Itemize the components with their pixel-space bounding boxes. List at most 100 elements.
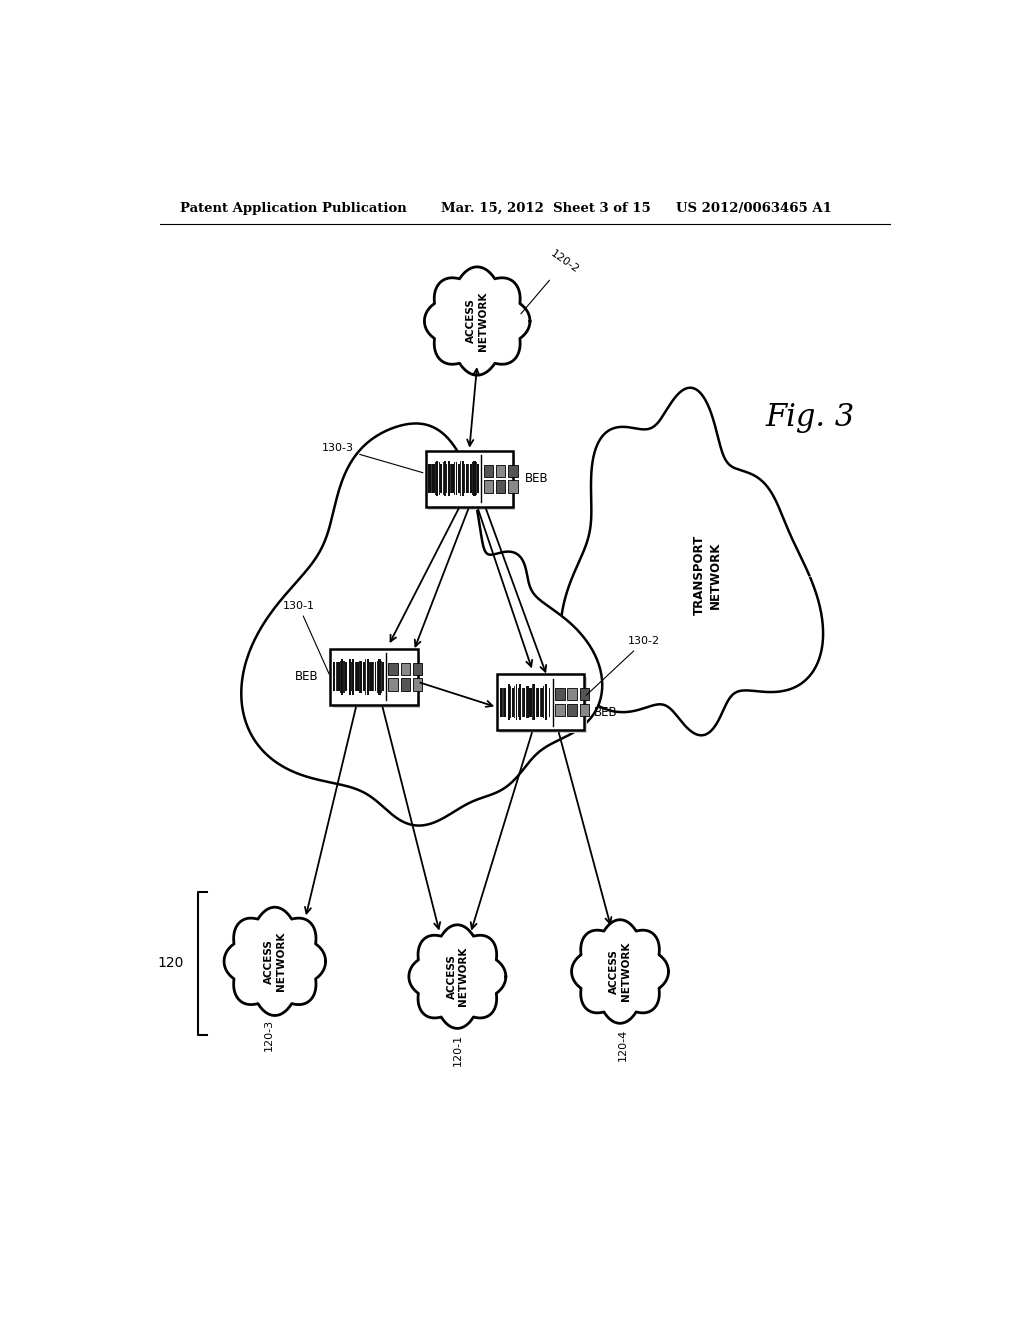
Text: BEB: BEB (524, 473, 549, 484)
Bar (458, 465, 460, 494)
Bar (333, 663, 335, 692)
Bar (461, 461, 462, 496)
Bar (426, 450, 513, 507)
Bar (529, 688, 531, 717)
Bar (500, 688, 502, 717)
Bar (436, 461, 438, 496)
Bar (336, 663, 337, 692)
Text: BEB: BEB (295, 671, 318, 684)
Bar (500, 677, 587, 733)
Polygon shape (242, 424, 602, 825)
Bar (497, 675, 585, 730)
Text: 120-2: 120-2 (521, 248, 582, 314)
Bar (388, 678, 398, 690)
Polygon shape (409, 925, 506, 1028)
Bar (331, 649, 418, 705)
Text: ACCESS
NETWORK: ACCESS NETWORK (446, 946, 468, 1006)
Bar (440, 465, 442, 494)
Bar (567, 704, 577, 717)
Bar (515, 684, 517, 721)
Bar (510, 686, 511, 718)
Bar (468, 465, 469, 494)
Bar (531, 684, 532, 721)
Bar (518, 688, 519, 717)
Text: 130-3: 130-3 (323, 444, 423, 473)
Text: ACCESS
NETWORK: ACCESS NETWORK (609, 942, 631, 1001)
Bar (483, 465, 494, 477)
Bar (341, 659, 343, 694)
Text: 120-1: 120-1 (453, 1035, 463, 1067)
Bar (352, 659, 354, 694)
Bar (462, 461, 464, 496)
Bar (431, 465, 432, 494)
Bar (504, 688, 506, 717)
Text: 120: 120 (157, 957, 183, 970)
Bar (540, 688, 541, 717)
Bar (351, 663, 352, 692)
Bar (508, 684, 510, 721)
Bar (496, 480, 506, 492)
Text: ACCESS
NETWORK: ACCESS NETWORK (264, 932, 286, 991)
Text: US 2012/0063465 A1: US 2012/0063465 A1 (676, 202, 831, 215)
Bar (534, 684, 536, 721)
Bar (483, 480, 494, 492)
Bar (470, 465, 472, 494)
Bar (428, 454, 515, 510)
Bar (527, 686, 528, 718)
Bar (345, 663, 347, 692)
Bar (400, 678, 411, 690)
Bar (452, 465, 454, 494)
Bar (545, 684, 547, 721)
Bar (567, 688, 577, 701)
Bar (343, 660, 344, 693)
Bar (382, 663, 384, 692)
Bar (360, 660, 362, 693)
Text: BEB: BEB (594, 706, 617, 719)
Bar (519, 684, 521, 721)
Text: Fig. 3: Fig. 3 (766, 403, 855, 433)
Text: 120-3: 120-3 (263, 1019, 273, 1051)
Bar (466, 465, 468, 494)
Bar (377, 660, 378, 693)
Bar (413, 663, 423, 675)
Bar (555, 704, 564, 717)
Bar (444, 461, 445, 496)
Bar (473, 461, 476, 496)
Bar (333, 652, 420, 708)
Polygon shape (424, 267, 530, 375)
Bar (375, 663, 377, 692)
Bar (446, 465, 447, 494)
Bar (388, 663, 398, 675)
Bar (451, 465, 452, 494)
Bar (456, 462, 458, 495)
Bar (508, 480, 518, 492)
Bar (580, 704, 589, 717)
Bar (512, 688, 514, 717)
Bar (549, 688, 551, 717)
Polygon shape (224, 907, 326, 1015)
Text: Patent Application Publication: Patent Application Publication (179, 202, 407, 215)
Bar (337, 663, 340, 692)
Text: 130-1: 130-1 (283, 601, 330, 675)
Bar (362, 663, 365, 692)
Polygon shape (571, 920, 669, 1023)
Bar (366, 659, 367, 694)
Text: TRANSPORT
NETWORK: TRANSPORT NETWORK (693, 535, 722, 615)
Bar (447, 461, 450, 496)
Bar (580, 688, 589, 701)
Bar (537, 688, 540, 717)
Bar (371, 663, 373, 692)
Bar (400, 663, 411, 675)
Bar (349, 659, 350, 694)
Bar (428, 465, 430, 494)
Bar (508, 465, 518, 477)
Bar (496, 465, 506, 477)
Bar (432, 465, 435, 494)
Bar (472, 462, 473, 495)
Bar (378, 659, 381, 694)
Bar (542, 688, 543, 717)
Bar (523, 688, 525, 717)
Bar (521, 688, 522, 717)
Bar (438, 462, 439, 495)
Bar (555, 688, 564, 701)
